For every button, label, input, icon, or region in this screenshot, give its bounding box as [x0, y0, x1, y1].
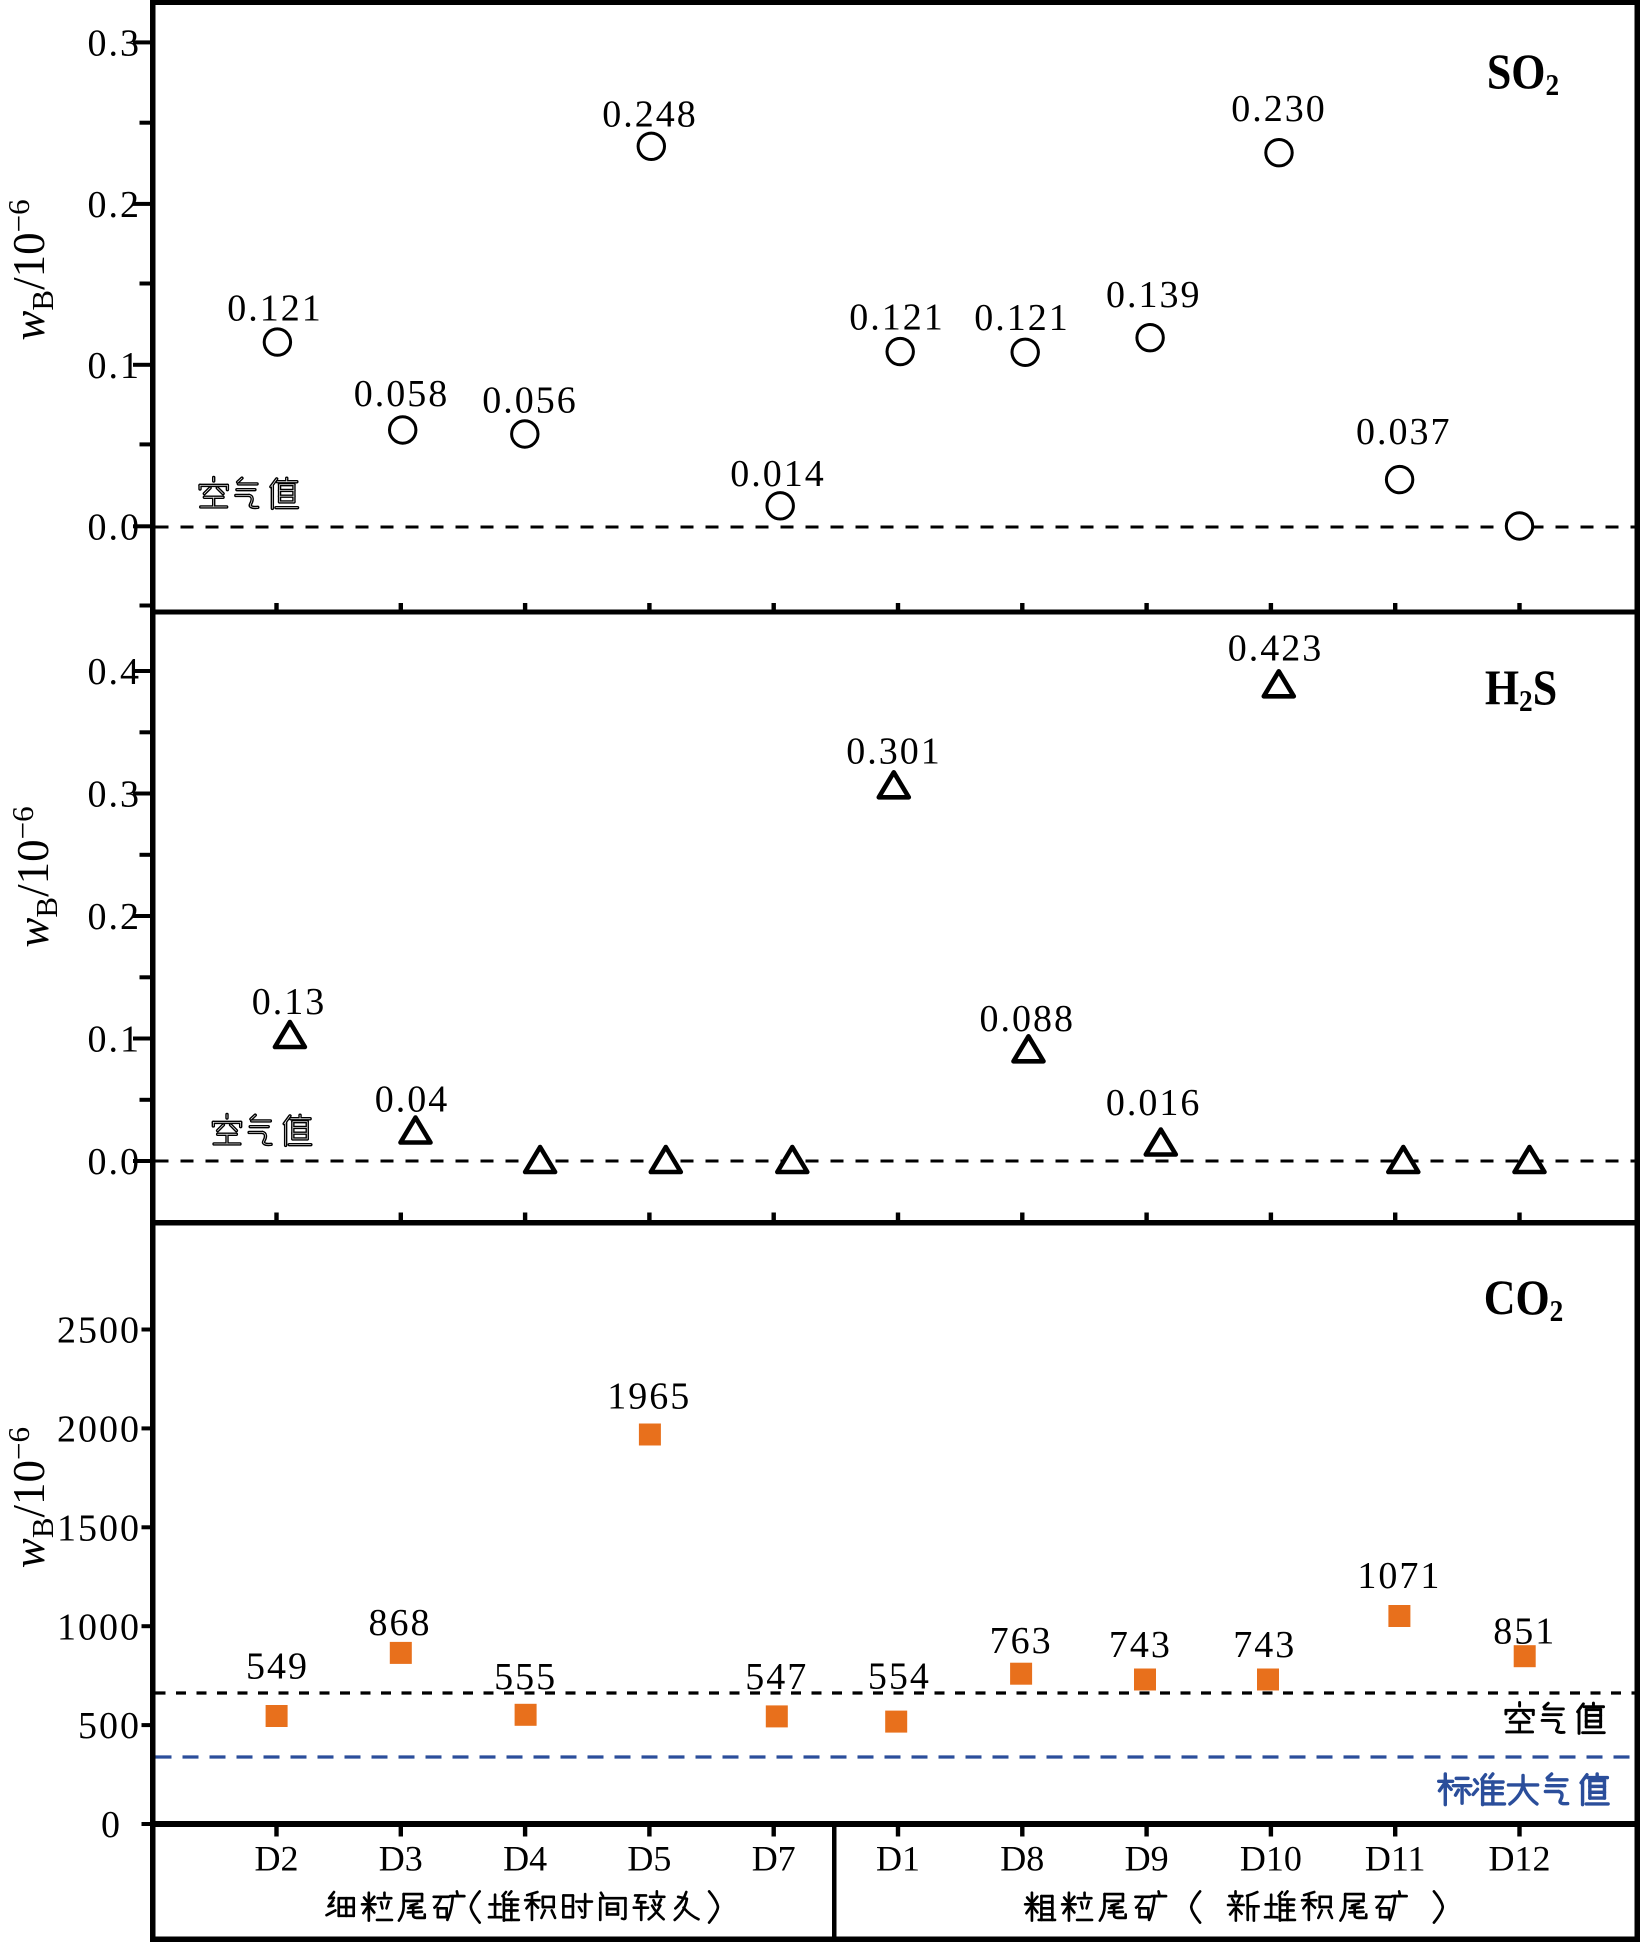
svg-text:0.230: 0.230 [1231, 88, 1327, 130]
svg-text:0.3: 0.3 [88, 23, 142, 65]
svg-text:0.121: 0.121 [849, 297, 945, 339]
svg-text:D12: D12 [1489, 1839, 1551, 1879]
svg-text:D8: D8 [1000, 1839, 1044, 1879]
svg-text:1965: 1965 [607, 1376, 691, 1418]
svg-text:D5: D5 [627, 1839, 671, 1879]
svg-text:0.037: 0.037 [1356, 411, 1452, 453]
svg-text:868: 868 [369, 1602, 432, 1644]
svg-text:0.1: 0.1 [88, 345, 142, 387]
svg-text:0.2: 0.2 [88, 184, 142, 226]
svg-text:549: 549 [246, 1646, 309, 1688]
svg-text:wB/10−6: wB/10−6 [1, 199, 60, 340]
svg-text:0.121: 0.121 [227, 287, 323, 329]
svg-text:1000: 1000 [57, 1606, 141, 1648]
svg-text:SO2: SO2 [1487, 44, 1559, 102]
svg-text:0.04: 0.04 [375, 1078, 450, 1120]
svg-text:547: 547 [745, 1656, 808, 1698]
svg-text:D10: D10 [1240, 1839, 1302, 1879]
svg-text:0.016: 0.016 [1106, 1082, 1202, 1124]
svg-text:763: 763 [990, 1620, 1053, 1662]
svg-text:H2S: H2S [1485, 660, 1557, 718]
svg-text:1071: 1071 [1357, 1555, 1441, 1597]
svg-text:D4: D4 [503, 1839, 547, 1879]
svg-text:554: 554 [868, 1656, 931, 1698]
svg-text:851: 851 [1493, 1611, 1556, 1653]
svg-text:0.423: 0.423 [1228, 628, 1324, 670]
svg-text:D3: D3 [379, 1839, 423, 1879]
svg-text:2500: 2500 [57, 1310, 141, 1352]
svg-text:0.139: 0.139 [1106, 274, 1202, 316]
svg-text:0.1: 0.1 [88, 1019, 142, 1061]
svg-text:0: 0 [101, 1804, 122, 1846]
svg-text:CO2: CO2 [1484, 1270, 1564, 1328]
svg-text:0.3: 0.3 [88, 774, 142, 816]
svg-text:D7: D7 [752, 1839, 796, 1879]
svg-text:0.0: 0.0 [88, 506, 142, 548]
svg-text:wB/10−6: wB/10−6 [5, 806, 64, 947]
svg-text:0.301: 0.301 [846, 731, 942, 773]
svg-text:0.088: 0.088 [980, 998, 1076, 1040]
svg-text:D11: D11 [1365, 1839, 1426, 1879]
svg-text:wB/10−6: wB/10−6 [1, 1427, 60, 1568]
svg-text:1500: 1500 [57, 1507, 141, 1549]
svg-text:0.014: 0.014 [730, 453, 826, 495]
svg-text:2000: 2000 [57, 1409, 141, 1451]
svg-text:0.058: 0.058 [354, 373, 450, 415]
svg-text:0.056: 0.056 [482, 380, 578, 422]
svg-text:0.248: 0.248 [602, 93, 698, 135]
svg-text:D1: D1 [876, 1839, 920, 1879]
svg-text:0.13: 0.13 [252, 981, 327, 1023]
svg-text:D2: D2 [255, 1839, 299, 1879]
svg-text:500: 500 [78, 1705, 141, 1747]
svg-text:D9: D9 [1125, 1839, 1169, 1879]
svg-text:0.0: 0.0 [88, 1141, 142, 1183]
svg-text:0.121: 0.121 [974, 297, 1070, 339]
svg-text:743: 743 [1109, 1624, 1172, 1666]
svg-text:0.2: 0.2 [88, 896, 142, 938]
svg-text:555: 555 [494, 1656, 557, 1698]
svg-text:0.4: 0.4 [88, 651, 142, 693]
svg-text:743: 743 [1233, 1624, 1296, 1666]
